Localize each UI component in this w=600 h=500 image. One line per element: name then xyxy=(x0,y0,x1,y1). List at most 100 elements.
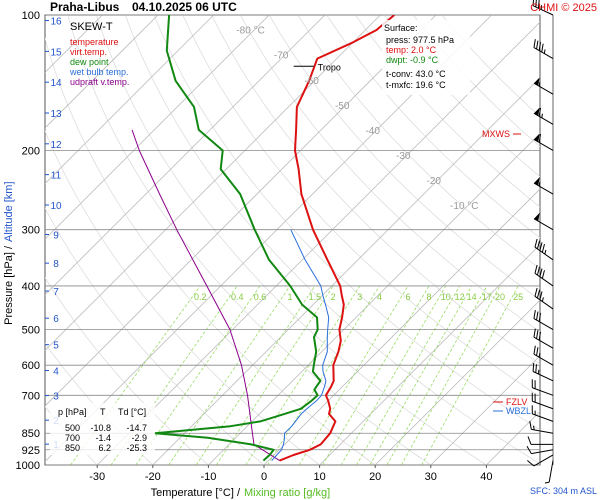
level-table-cell: 500 xyxy=(65,423,80,433)
temperature-tick-label: -30 xyxy=(89,471,105,483)
altitude-tick-label: 6 xyxy=(53,314,59,325)
wind-barb xyxy=(531,405,554,422)
pressure-tick-label: 925 xyxy=(22,445,40,457)
mixing-ratio-line xyxy=(135,285,261,465)
altitude-tick-label: 13 xyxy=(50,109,62,120)
wind-barb-flag xyxy=(539,268,543,277)
wind-barb-half xyxy=(538,81,541,87)
level-table-header-t: T xyxy=(100,407,106,417)
temperature-tick-label: -20 xyxy=(145,471,161,483)
isotherm-line xyxy=(208,132,540,465)
isotherm-label: -40 xyxy=(365,126,380,137)
x-axis-title-mixing: Mixing ratio [g/kg] xyxy=(244,487,330,499)
mixing-ratio-line xyxy=(245,285,361,465)
wind-barb-flag xyxy=(539,242,543,251)
temperature-tick-label: 0 xyxy=(261,471,267,483)
isotherm-line xyxy=(430,355,540,465)
dry-adiabat-line xyxy=(211,15,540,365)
dry-adiabat-line xyxy=(182,15,540,398)
wind-barb xyxy=(533,328,554,349)
isotherm-line xyxy=(45,15,214,185)
surface-temp: temp: 2.0 °C xyxy=(386,45,437,55)
wind-barb-flag xyxy=(526,445,532,454)
sounding-series xyxy=(131,15,395,462)
wind-barb-flag xyxy=(536,266,541,276)
wind-barb-staff xyxy=(532,400,554,410)
wind-barb-pennant xyxy=(533,212,540,222)
wind-barb-flag xyxy=(533,310,536,319)
wind-barb xyxy=(544,460,554,484)
wind-barb-flag xyxy=(533,328,536,338)
level-table-cell: -25.3 xyxy=(126,443,147,453)
dry-adiabat-line xyxy=(268,15,540,301)
wetbulb-line xyxy=(271,229,330,461)
wind-barb-flag xyxy=(536,240,541,250)
isotherm-line xyxy=(263,188,540,465)
wind-barb-pennant xyxy=(533,133,540,142)
dry-adiabat-line xyxy=(326,15,540,239)
level-table-cell: -10.8 xyxy=(90,423,111,433)
wind-barb-half xyxy=(541,297,544,302)
isotherm-label: -30 xyxy=(396,151,411,162)
wbzl-label: WBZL xyxy=(506,406,531,416)
wind-barb-flag xyxy=(533,345,536,355)
isotherm-label: -10 °C xyxy=(450,201,478,212)
altitude-tick-label: 14 xyxy=(50,78,62,89)
wind-barb-half xyxy=(541,113,543,118)
wind-barb-half xyxy=(533,425,535,431)
pressure-tick-label: 1000 xyxy=(16,460,40,472)
legend-item-wet-bulb: wet bulb temp. xyxy=(69,67,129,77)
wind-barb-staff xyxy=(534,272,554,287)
legend-item-updraft: udpraft v.temp. xyxy=(70,77,129,87)
wind-barb xyxy=(534,238,554,261)
wind-barb xyxy=(533,133,554,151)
surface-info: Surface: press: 977.5 hPa temp: 2.0 °C d… xyxy=(382,20,470,95)
level-table-cell: -14.7 xyxy=(126,423,147,433)
isotherm-label: -80 °C xyxy=(236,26,264,37)
wind-barb-flag xyxy=(536,347,539,356)
mixing-ratio-line xyxy=(369,285,472,465)
wind-barb-pennant xyxy=(533,77,540,86)
mixing-ratio-label: 2 xyxy=(331,292,336,302)
wind-barb-half xyxy=(538,369,540,375)
mixing-ratio-label: 14 xyxy=(467,292,477,302)
wind-barb xyxy=(533,107,554,125)
wind-barb-flag xyxy=(535,364,537,373)
level-table-cell: -2.9 xyxy=(131,433,147,443)
wind-barb-staff xyxy=(532,5,554,16)
surface-info-box xyxy=(382,20,470,95)
wind-barb xyxy=(533,77,554,95)
altitude-tick-label: 12 xyxy=(50,140,62,151)
x-axis-title-temperature: Temperature [°C] / xyxy=(151,487,241,499)
wind-barb-staff xyxy=(532,371,554,382)
isotherm-label: -60 xyxy=(304,76,319,87)
isotherm-line xyxy=(152,77,540,465)
altitude-tick-label: 5 xyxy=(53,341,59,352)
wind-barb-flag xyxy=(538,42,542,51)
wind-barb-half xyxy=(534,410,536,415)
wind-barb-flag xyxy=(531,405,533,414)
surface-tmxfc: t-mxfc: 19.6 °C xyxy=(386,80,446,90)
legend-item-virt-temp: virt.temp. xyxy=(70,47,107,57)
station-name: Praha-Libus xyxy=(50,0,120,14)
isotherm-line xyxy=(96,21,540,465)
mixing-ratio-line xyxy=(340,285,447,465)
wind-barb-flag xyxy=(533,39,536,48)
wind-barb xyxy=(533,39,554,60)
wind-barb-flag xyxy=(529,420,532,430)
temperature-tick-label: -10 xyxy=(200,471,216,483)
wind-barb xyxy=(532,362,554,382)
wind-barb-staff xyxy=(534,295,554,310)
wind-barb-half xyxy=(544,249,547,255)
wind-barb xyxy=(534,287,554,310)
wind-barb-staff xyxy=(533,112,554,125)
wind-barb-staff xyxy=(531,428,554,434)
altitude-tick-label: 10 xyxy=(50,201,62,212)
updraft-line xyxy=(131,129,280,462)
legend-title: SKEW-T xyxy=(70,21,113,33)
temperature-tick-label: 20 xyxy=(369,471,381,483)
wind-barb xyxy=(527,436,553,445)
wind-barb xyxy=(526,445,554,455)
wind-barb-half xyxy=(538,181,541,187)
altitude-tick-label: 15 xyxy=(50,47,62,58)
